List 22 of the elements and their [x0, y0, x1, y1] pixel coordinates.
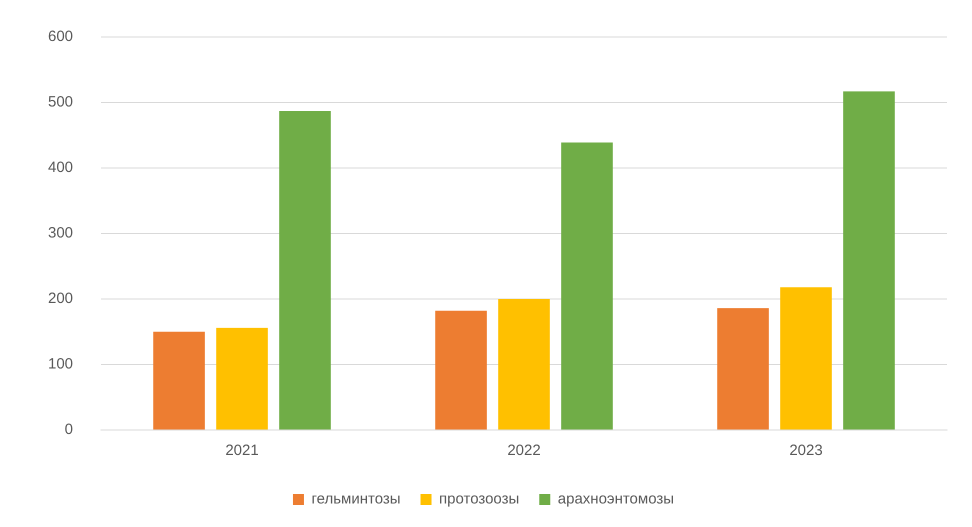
x-tick-label: 2022 — [507, 442, 541, 460]
bar — [843, 91, 895, 430]
bar — [216, 328, 268, 430]
legend-label: арахноэнтомозы — [558, 490, 674, 508]
bar — [498, 299, 550, 430]
y-tick-label: 400 — [48, 159, 74, 176]
bar — [435, 310, 487, 430]
x-tick-label: 2023 — [789, 442, 823, 460]
bar — [717, 308, 769, 430]
legend-label: гельминтозы — [311, 490, 401, 508]
x-tick-label: 2021 — [225, 442, 259, 460]
y-tick-label: 500 — [48, 94, 74, 111]
y-tick-label: 600 — [48, 28, 74, 46]
y-tick-label: 0 — [64, 421, 74, 438]
bar — [153, 332, 205, 430]
y-tick-label: 200 — [48, 290, 74, 308]
bar — [279, 111, 331, 430]
bar — [780, 287, 832, 430]
y-tick-label: 100 — [48, 356, 74, 373]
y-tick-label: 300 — [48, 224, 74, 242]
legend-label: протозоозы — [439, 490, 520, 508]
bar — [561, 142, 613, 430]
